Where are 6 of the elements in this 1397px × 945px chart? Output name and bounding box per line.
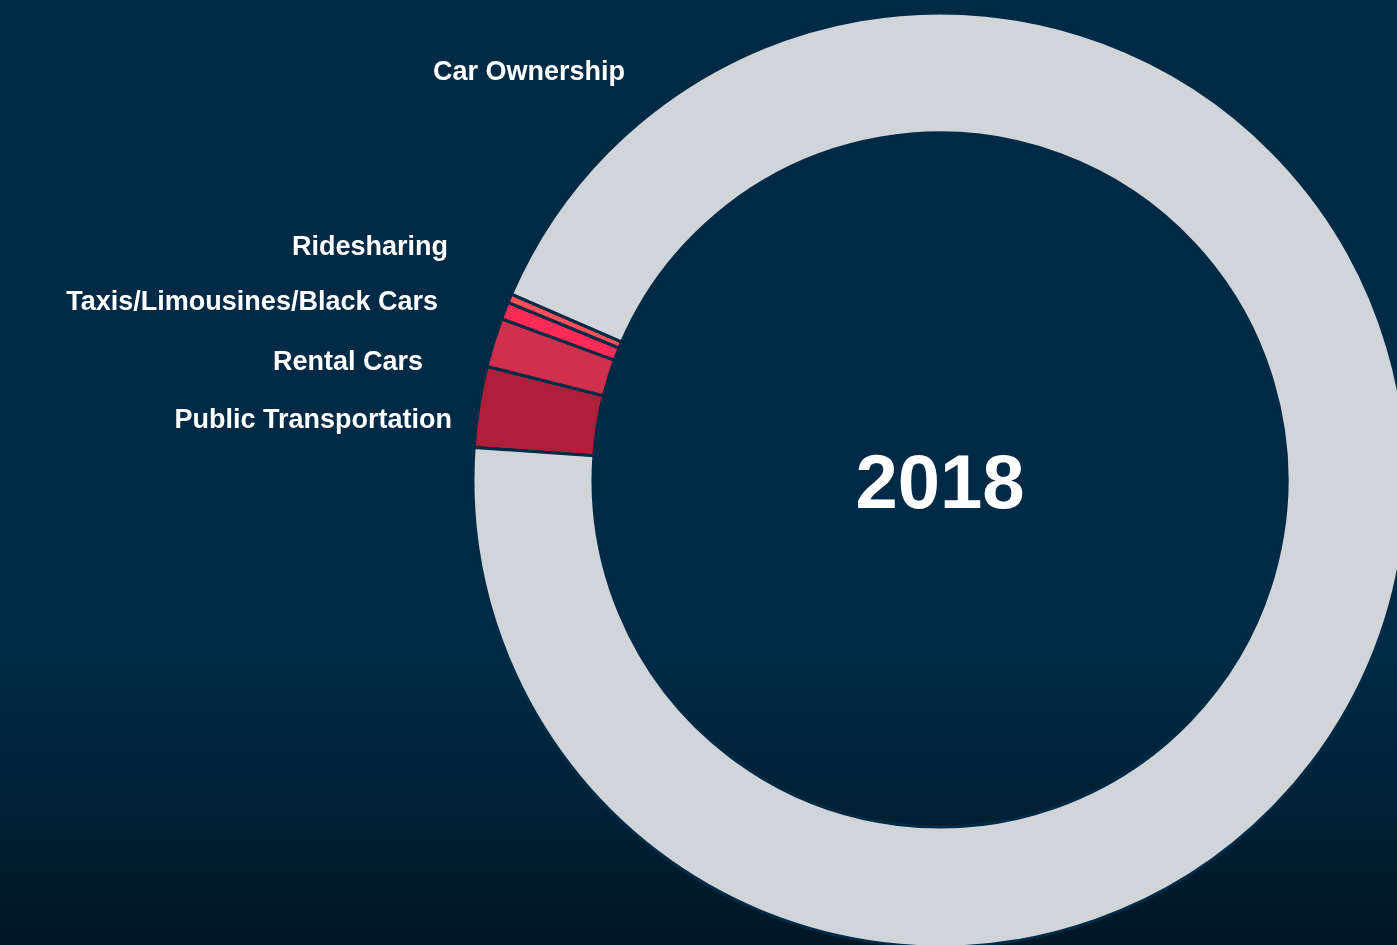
slice-label: Public Transportation bbox=[174, 404, 452, 434]
slice-label: Car Ownership bbox=[432, 56, 625, 86]
slice-label: Taxis/Limousines/Black Cars bbox=[66, 286, 438, 316]
slice-label: Rental Cars bbox=[272, 346, 423, 376]
slice-label: Ridesharing bbox=[291, 231, 448, 261]
text: 2018 bbox=[855, 439, 1025, 524]
